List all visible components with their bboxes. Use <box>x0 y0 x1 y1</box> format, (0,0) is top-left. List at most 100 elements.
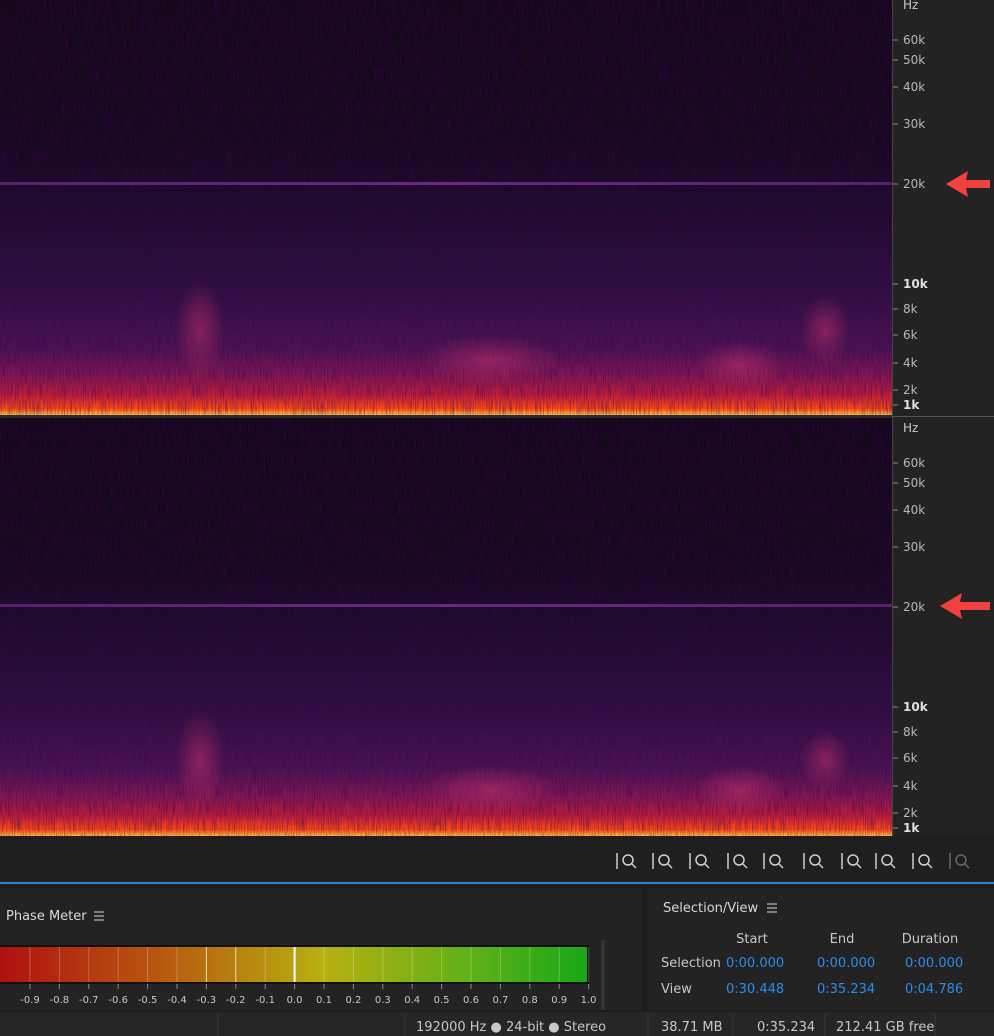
unit-label: Hz <box>903 0 918 12</box>
frequency-label: 1k <box>903 821 920 835</box>
arrow <box>940 593 990 619</box>
zoom-button[interactable] <box>689 853 710 869</box>
phase-meter-bar <box>0 947 587 982</box>
energy <box>800 730 850 790</box>
phase-scale-label: 0.6 <box>463 995 479 1006</box>
frequency-label: 6k <box>903 751 918 765</box>
zoom-button[interactable] <box>727 853 748 869</box>
icon-lens <box>695 854 707 866</box>
frequency-label: 60k <box>903 33 925 47</box>
frequency-label: 8k <box>903 302 918 316</box>
phase-scale: -0.9 -0.8 -0.7 -0.6 -0.5 -0.4 -0.3 -0.2 -0.1 0.0 0… <box>20 947 597 1006</box>
icon-handle <box>964 863 970 869</box>
phase-scale-label: 0.9 <box>551 995 567 1006</box>
icon-handle <box>704 863 710 869</box>
icon-lens <box>769 854 781 866</box>
icon-handle <box>818 863 824 869</box>
status-free: 212.41 GB free <box>836 1020 934 1035</box>
icon-handle <box>890 863 896 869</box>
frequency-label: 50k <box>903 476 925 490</box>
frequency-label: 20k <box>903 177 925 191</box>
energy <box>175 280 225 380</box>
zoom-button[interactable] <box>875 853 896 869</box>
zoom-button[interactable] <box>912 853 933 869</box>
energy <box>800 295 850 365</box>
icon-lens <box>881 854 893 866</box>
frequency-label: 4k <box>903 779 918 793</box>
panel-menu[interactable] <box>94 911 104 921</box>
icon-handle <box>667 863 673 869</box>
time-value[interactable]: 0:00.000 <box>726 956 784 971</box>
phase-scale-label: -0.2 <box>226 995 246 1006</box>
icon-lens <box>847 854 859 866</box>
phase-scale-label: 0.5 <box>434 995 450 1006</box>
zoom-button[interactable] <box>949 853 970 869</box>
panel-menu[interactable] <box>767 903 777 913</box>
icon-handle <box>742 863 748 869</box>
phase-scale-label: -0.9 <box>20 995 40 1006</box>
zoom-button[interactable] <box>841 853 862 869</box>
column-header: End <box>830 932 855 947</box>
zoom-button[interactable] <box>616 853 637 869</box>
selection-view-panel <box>648 888 994 1010</box>
status-bar <box>0 1012 994 1036</box>
icon-handle <box>778 863 784 869</box>
frequency-label: 10k <box>903 277 929 291</box>
time-value[interactable]: 0:30.448 <box>726 982 784 997</box>
focus-line <box>0 882 994 884</box>
phase-scale-label: -0.8 <box>50 995 70 1006</box>
frequency-label: 8k <box>903 725 918 739</box>
panel-title: Phase Meter <box>6 909 87 924</box>
energy <box>695 340 785 390</box>
icon-handle <box>927 863 933 869</box>
frequency-label: 1k <box>903 398 920 412</box>
zoom-button[interactable] <box>652 853 673 869</box>
frequency-label: 10k <box>903 700 929 714</box>
phase-scale-label: -0.7 <box>79 995 99 1006</box>
ruler-labels: Hz60k50k40k30k20k10k8k6k4k2k1kHz60k50k40… <box>893 0 929 835</box>
phase-scale-label: 0.1 <box>316 995 332 1006</box>
panel-title: Selection/View <box>663 901 759 916</box>
time-value[interactable]: 0:04.786 <box>905 982 963 997</box>
status-duration: 0:35.234 <box>757 1020 815 1035</box>
time-value[interactable]: 0:00.000 <box>817 956 875 971</box>
frequency-label: 2k <box>903 383 918 397</box>
icon-lens <box>658 854 670 866</box>
phase-scale-label: -0.6 <box>108 995 128 1006</box>
icon-lens <box>955 854 967 866</box>
frequency-label: 60k <box>903 456 925 470</box>
divider <box>0 415 994 418</box>
phase-scale-label: 0.4 <box>404 995 420 1006</box>
row-label: Selection <box>661 956 721 971</box>
phase-scale-label: 0.2 <box>345 995 361 1006</box>
frequency-label: 4k <box>903 356 918 370</box>
frequency-label: 40k <box>903 80 925 94</box>
frequency-label: 6k <box>903 328 918 342</box>
zoom-button[interactable] <box>763 853 784 869</box>
status-separators <box>217 1014 936 1036</box>
energy <box>420 335 560 385</box>
phase-scale-label: 0.0 <box>287 995 303 1006</box>
column-header: Duration <box>902 932 958 947</box>
icon-handle <box>856 863 862 869</box>
spectrogram-channel-1 <box>0 0 892 415</box>
icon-lens <box>622 854 634 866</box>
spectrogram-channel-2 <box>0 418 892 836</box>
phase-scale-label: -0.1 <box>255 995 275 1006</box>
unit-label: Hz <box>903 421 918 435</box>
scrollbar <box>601 940 605 1010</box>
toolbar <box>0 836 994 883</box>
status-format: 192000 Hz ● 24-bit ● Stereo <box>416 1020 606 1035</box>
column-header: Start <box>736 932 768 947</box>
frequency-label: 2k <box>903 806 918 820</box>
time-value[interactable]: 0:00.000 <box>905 956 963 971</box>
time-value[interactable]: 0:35.234 <box>817 982 875 997</box>
frequency-label: 40k <box>903 503 925 517</box>
frequency-label: 30k <box>903 540 925 554</box>
zoom-button[interactable] <box>803 853 824 869</box>
status-size: 38.71 MB <box>661 1020 722 1035</box>
energy <box>175 710 225 810</box>
frequency-label: 20k <box>903 600 925 614</box>
phase-scale-label: -0.4 <box>167 995 187 1006</box>
